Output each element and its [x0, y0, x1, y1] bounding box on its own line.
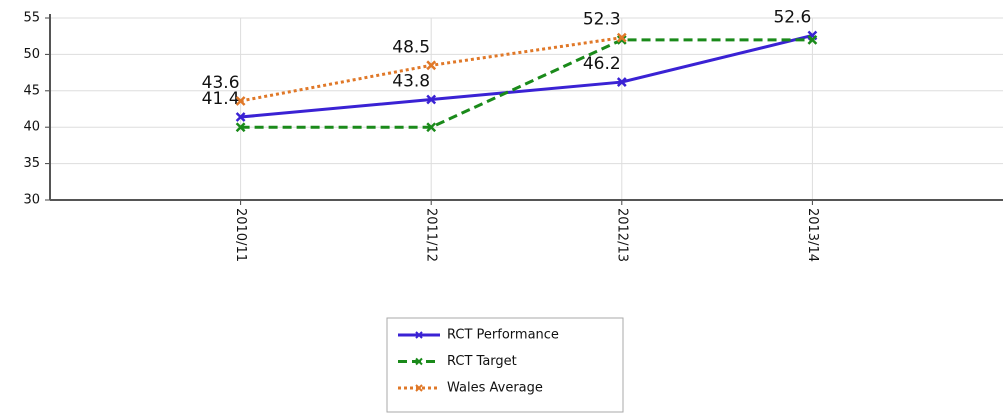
marker — [616, 34, 627, 45]
data-label: 43.6 — [202, 73, 240, 93]
legend-label: RCT Performance — [447, 328, 559, 343]
x-tick-label: 2011/12 — [424, 208, 439, 262]
y-tick-label: 35 — [23, 156, 40, 171]
x-tick-label: 2013/14 — [805, 208, 820, 262]
marker — [616, 32, 627, 43]
marker — [235, 122, 246, 133]
legend-marker — [415, 384, 423, 392]
y-tick-label: 45 — [23, 83, 40, 98]
y-tick-label: 40 — [23, 120, 40, 135]
y-tick-label: 30 — [23, 193, 40, 208]
series-line — [240, 38, 813, 129]
x-tick-label: 2010/11 — [233, 208, 248, 262]
data-label: 46.2 — [583, 54, 621, 74]
legend-marker — [415, 357, 423, 366]
marker — [426, 122, 437, 133]
marker — [235, 96, 246, 106]
data-label: 41.4 — [202, 89, 240, 109]
legend-label: Wales Average — [447, 381, 543, 396]
y-tick-label: 50 — [23, 47, 40, 62]
marker — [807, 34, 818, 45]
legend-marker — [415, 331, 423, 339]
marker — [616, 77, 627, 87]
y-tick-label: 55 — [23, 11, 40, 26]
legend-label: RCT Target — [447, 354, 517, 369]
data-label: 48.5 — [392, 37, 430, 57]
series-line — [240, 34, 813, 119]
data-label: 52.6 — [773, 7, 811, 27]
x-tick-label: 2012/13 — [614, 208, 629, 262]
data-label: 52.3 — [583, 10, 621, 30]
marker — [426, 60, 437, 71]
marker — [235, 112, 246, 122]
marker — [426, 94, 437, 105]
data-label: 43.8 — [392, 72, 430, 92]
